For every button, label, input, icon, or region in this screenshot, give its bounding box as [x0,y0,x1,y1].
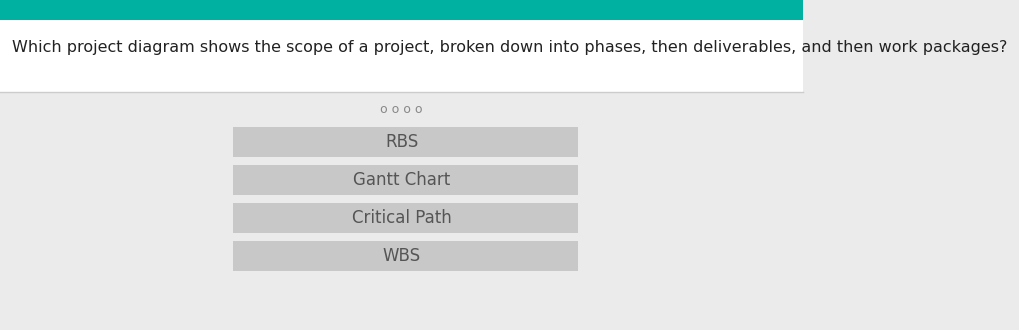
Text: Gantt Chart: Gantt Chart [353,171,449,189]
FancyBboxPatch shape [0,20,803,92]
Text: o o o o: o o o o [380,103,423,116]
FancyBboxPatch shape [232,241,578,271]
Text: Which project diagram shows the scope of a project, broken down into phases, the: Which project diagram shows the scope of… [12,40,1007,55]
Text: Critical Path: Critical Path [352,209,451,227]
FancyBboxPatch shape [232,127,578,157]
FancyBboxPatch shape [232,203,578,233]
Text: WBS: WBS [382,247,420,265]
FancyBboxPatch shape [0,0,803,20]
Text: RBS: RBS [384,133,418,151]
FancyBboxPatch shape [232,165,578,195]
